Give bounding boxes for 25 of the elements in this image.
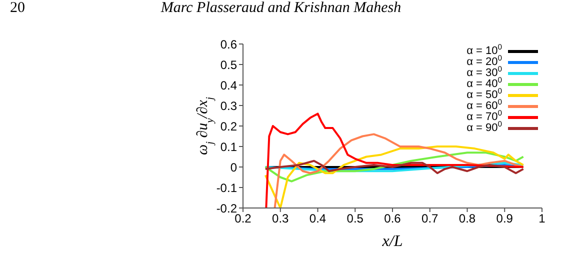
- x-tick-label: 0.3: [272, 212, 290, 226]
- x-tick-label: 0.6: [384, 212, 402, 226]
- y-tick-label: 0.3: [220, 98, 238, 113]
- x-tick-label: 0.9: [496, 212, 514, 226]
- y-tick-label: 0.6: [220, 37, 238, 52]
- text: 20: [10, 0, 25, 17]
- y-tick-label: 0.4: [220, 78, 238, 92]
- y-tick-label: 0: [230, 160, 238, 174]
- x-tick-label: 0.5: [346, 212, 364, 226]
- x-tick-label: 0.7: [422, 212, 439, 226]
- legend-label: α = 90$^{0}$: [466, 119, 502, 134]
- line-series: [264, 146, 524, 208]
- x-axis-title: x/L: [381, 233, 403, 250]
- line-series: [274, 133, 524, 208]
- x-tick-label: 0.2: [234, 212, 252, 226]
- x-tick-label: 1: [538, 212, 546, 226]
- y-tick-label: 0.1: [220, 140, 238, 154]
- line-series: [264, 152, 524, 182]
- text: Marc Plasseraud and Krishnan Mahesh: [160, 0, 402, 16]
- x-tick-label: 0.4: [309, 212, 326, 226]
- y-tick-label: 0.5: [220, 58, 238, 72]
- y-tick-label: 0.2: [220, 119, 238, 134]
- x-tick-label: 0.8: [458, 212, 476, 226]
- y-tick-label: -0.1: [216, 180, 238, 195]
- y-tick-label: -0.2: [216, 201, 238, 216]
